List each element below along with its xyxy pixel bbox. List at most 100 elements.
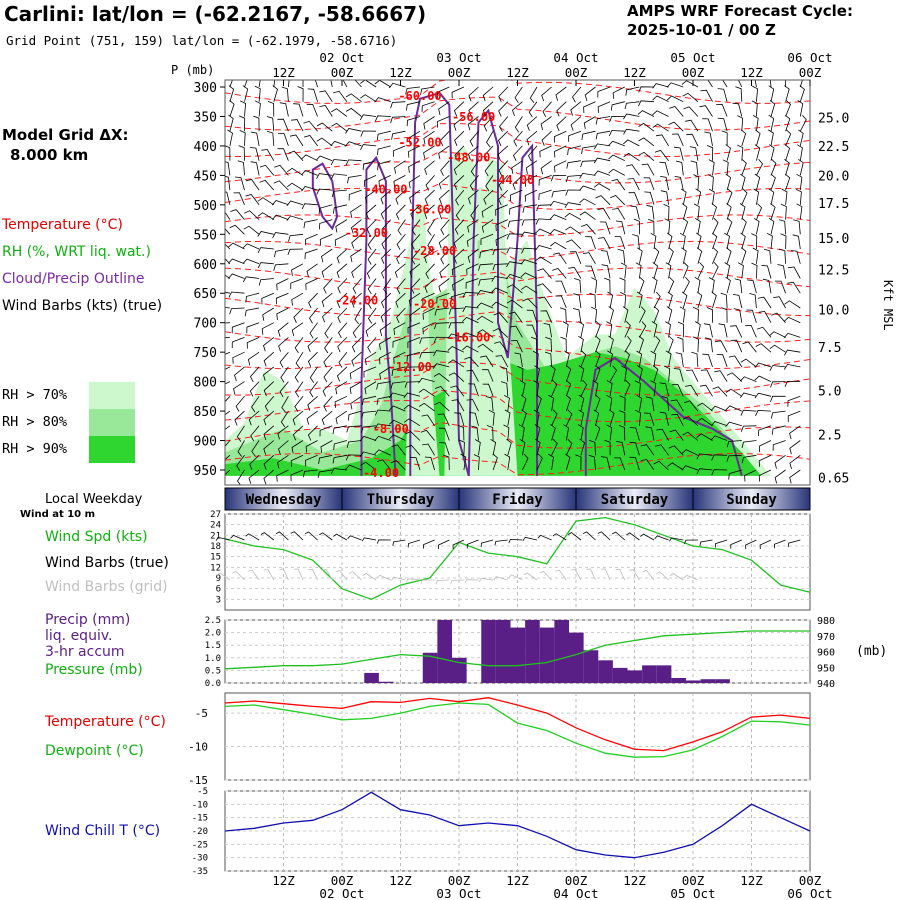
wind-barb [307,395,318,411]
wind-barb [568,266,582,279]
wind-barb [682,262,689,279]
wind-barb [595,130,611,140]
wind-barb [538,189,552,201]
wind-barb [580,379,588,397]
legend-precip-2: liq. equiv. [45,628,113,644]
wind-barb [770,158,777,176]
wind-barb [789,425,801,440]
wind-barb [319,90,333,102]
wind-barb [651,276,658,294]
wind-barb [275,292,289,305]
wind-barb [710,421,728,427]
wind-barb [675,160,684,176]
wind-barb [674,146,684,161]
wind-barb [756,326,772,338]
wind-barb [438,145,450,160]
wind-barb [720,292,728,309]
cloud-outline-path [467,108,538,476]
wind-tick-label: 3 [216,595,221,605]
wind-barb [337,337,348,353]
wind-barb-grid [294,568,304,581]
height-tick-label: 0.65 [818,472,849,487]
legend-rh70-swatch [89,382,135,409]
wind-barb [799,114,807,132]
wind-barb [565,438,573,456]
wind-barb [784,144,791,161]
wind-barb [420,429,435,441]
wind-barb [593,143,611,150]
wind-barb-true [714,539,728,548]
bottom-hour-label: 00Z [331,873,354,888]
wind-barb [768,114,775,132]
wind-barb [514,116,523,133]
wind-barb [293,307,304,323]
wind-barb [640,458,655,471]
wind-barb [741,247,747,264]
wind-barb [249,455,260,470]
wind-barb [692,336,699,353]
wind-barb [228,85,235,102]
wind-barb [732,102,743,117]
wind-barb [784,85,790,102]
wind-barb-grid [615,568,626,581]
wind-barb [225,381,231,385]
wind-barb [655,134,669,147]
wind-barb [522,204,538,213]
wind-barb [451,86,465,99]
wind-barb [569,251,582,264]
wind-barb [694,217,701,235]
temperature-contour [225,240,810,262]
wind-barb [409,263,421,278]
wind-barb [769,344,786,353]
wind-barb [307,425,318,441]
wind-barb [288,80,290,88]
wind-barb [395,189,406,205]
wind-barb [606,394,613,412]
wind-barb [301,154,318,162]
wind-barb [524,189,538,202]
wind-barb [335,381,348,395]
wind-barb [292,425,304,441]
wind-barb [768,144,775,161]
wind-barb [244,210,260,220]
wind-barb [249,147,260,161]
wind-barb [702,353,713,368]
wind-barb [287,248,304,256]
wind-barb [344,141,362,147]
wind-barb [481,204,494,218]
wind-barb [725,421,742,428]
wind-barb [737,115,744,132]
wind-barb [628,192,640,205]
wind-barb [753,188,760,205]
wind-barb [652,83,669,89]
wind-barb [436,292,450,304]
wind-barb [234,410,245,426]
wind-barb [550,424,556,441]
wind-barb-grid [216,572,231,581]
legend-wind-chill: Wind Chill T (°C) [45,823,161,839]
wind-barb [294,366,304,383]
wind-barb [482,101,494,117]
wind-barb [286,215,304,221]
wind-barb [578,409,584,426]
wind-barb [447,346,465,353]
wind-barb [682,277,690,294]
wind-barb [486,425,494,441]
height-tick-label: 10.0 [818,304,849,319]
wind-barb-true [684,539,698,544]
wind-chill-panel: -5 -10 -15 -20 -25 -30 -35 [192,787,811,877]
wind-barb [363,175,377,187]
wind-barb-grid [539,570,552,581]
temperature-contour [225,267,810,290]
wind-barb [536,204,552,212]
wind-barb [770,173,776,191]
wind-barb [368,307,377,324]
wind-barb [437,413,450,426]
legend-dewpoint: Dewpoint (°C) [45,743,144,759]
wind-barb [225,410,231,416]
wind-barb [321,248,333,263]
wind-barb [433,373,450,382]
wind-barb [592,380,599,397]
temperature-tick-label: -15 [188,774,208,787]
wind-barb-true [582,531,596,541]
